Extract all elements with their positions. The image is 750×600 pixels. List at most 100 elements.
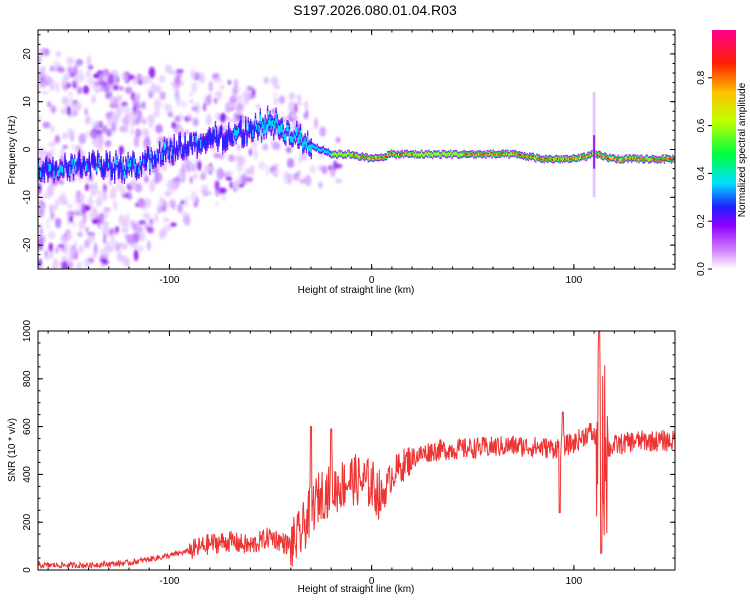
ridge-core <box>624 157 627 160</box>
ridge-core <box>633 156 635 159</box>
ridge-core <box>427 153 429 156</box>
spectrogram-noise-blob <box>65 233 73 239</box>
spectrogram-noise-blob <box>61 260 69 269</box>
ridge-cyan <box>304 137 306 145</box>
spectrogram-noise-blob <box>131 243 139 250</box>
ridge-core <box>459 153 462 156</box>
ridge-cyan <box>58 169 60 177</box>
ridge-core <box>376 156 378 159</box>
ridge-cyan <box>277 124 280 134</box>
ridge-core <box>555 157 558 160</box>
ridge-mid <box>118 162 121 175</box>
ridge-core <box>644 158 646 161</box>
ridge-mid <box>110 165 112 178</box>
ridge-core <box>545 157 548 160</box>
ridge-core <box>469 152 471 155</box>
ridge-mid <box>140 164 143 175</box>
ridge-cyan <box>60 165 63 172</box>
ridge-core <box>450 152 452 155</box>
spectrogram-noise-blob <box>313 117 319 129</box>
ridge-core <box>509 153 511 156</box>
ridge-core <box>496 153 498 156</box>
ridge-core <box>573 157 576 160</box>
spectrogram-noise-blob <box>214 76 222 83</box>
spectrogram-noise-blob <box>143 128 149 139</box>
spectrogram-noise-blob <box>169 222 177 227</box>
ridge-core <box>457 154 459 157</box>
spectrogram-noise-blob <box>82 213 87 224</box>
spectrogram-noise-blob <box>288 101 295 113</box>
spectrogram-noise-blob <box>299 178 306 184</box>
ridge-cyan <box>234 128 236 136</box>
ridge-mid <box>213 130 215 140</box>
spectrogram-noise-blob <box>108 179 112 186</box>
ridge-core <box>610 157 612 160</box>
spectrogram-noise-blob <box>87 233 95 244</box>
ridge-core <box>349 154 351 157</box>
spectrogram-noise-blob <box>303 112 308 120</box>
spectrogram-noise-blob <box>238 110 244 115</box>
spectrogram-noise-blob <box>248 147 253 157</box>
ridge-mid <box>168 148 171 160</box>
spectrogram-noise-blob <box>189 175 193 185</box>
spectrogram-noise-blob <box>271 76 279 86</box>
ridge-core <box>663 159 666 162</box>
spectrogram-noise-blob <box>71 144 76 150</box>
spectrogram-noise-blob <box>273 98 279 106</box>
ridge-cyan <box>180 146 183 154</box>
ridge-mid <box>242 132 245 145</box>
colorbar: 0.0 0.2 0.4 0.6 0.8 Normalized spectral ampl… <box>696 30 748 276</box>
spectrogram-noise-blob <box>304 174 312 187</box>
spectrogram-noise-blob <box>83 239 91 249</box>
ridge-core <box>490 151 492 154</box>
spectrogram-noise-blob <box>241 173 248 186</box>
spectrogram-noise-blob <box>162 102 170 110</box>
ridge-core <box>429 153 431 156</box>
ridge-core <box>344 153 346 156</box>
spectrogram-noise-blob <box>228 154 235 162</box>
ridge-core <box>370 156 372 159</box>
ridge-cyan <box>214 127 217 137</box>
ridge-cyan <box>309 144 311 152</box>
ridge-core <box>333 153 336 156</box>
ridge-core <box>354 154 356 157</box>
spectrogram-noise-blob <box>148 66 156 79</box>
ridge-core <box>383 156 385 159</box>
ridge-mid <box>203 138 206 148</box>
spectrogram-noise-blob <box>130 129 134 135</box>
ridge-cyan <box>260 127 263 137</box>
ridge-mid <box>131 160 133 174</box>
ridge-core <box>571 157 573 160</box>
spectrogram-noise-blob <box>115 74 120 84</box>
ridge-cyan <box>200 139 202 149</box>
ridge-cyan <box>74 158 76 166</box>
spectrogram-noise-blob <box>154 213 159 224</box>
snr-y-tick-label: 0 <box>22 567 33 573</box>
ridge-core <box>662 156 664 159</box>
spectrogram-noise-blob <box>290 124 296 131</box>
ridge-core <box>543 159 545 162</box>
spectrogram-noise-blob <box>131 79 139 85</box>
ridge-core <box>447 152 450 155</box>
ridge-mid <box>251 125 253 139</box>
spectrogram-noise-blob <box>69 246 75 258</box>
spectrogram-noise-blob <box>130 110 138 122</box>
ridge-core <box>539 158 542 161</box>
spectrogram-noise-blob <box>143 175 149 183</box>
ridge-core <box>463 152 465 155</box>
spectrogram-noise-blob <box>60 234 65 244</box>
ridge-core <box>590 152 593 155</box>
ridge-core <box>641 158 644 161</box>
ridge-core <box>562 157 565 160</box>
ridge-core <box>567 158 570 161</box>
ridge-core <box>579 155 582 158</box>
spectrogram-noise-blob <box>95 143 104 152</box>
spectrogram-noise-blob <box>158 195 164 206</box>
spectrogram-noise-blob <box>37 279 40 284</box>
ridge-cyan <box>285 133 287 141</box>
spectrogram-noise-blob <box>181 162 187 174</box>
spectrogram-noise-blob <box>51 265 56 269</box>
spectrogram-noise-blob <box>273 90 277 101</box>
ridge-cyan <box>292 137 294 144</box>
ridge-core <box>384 155 387 158</box>
